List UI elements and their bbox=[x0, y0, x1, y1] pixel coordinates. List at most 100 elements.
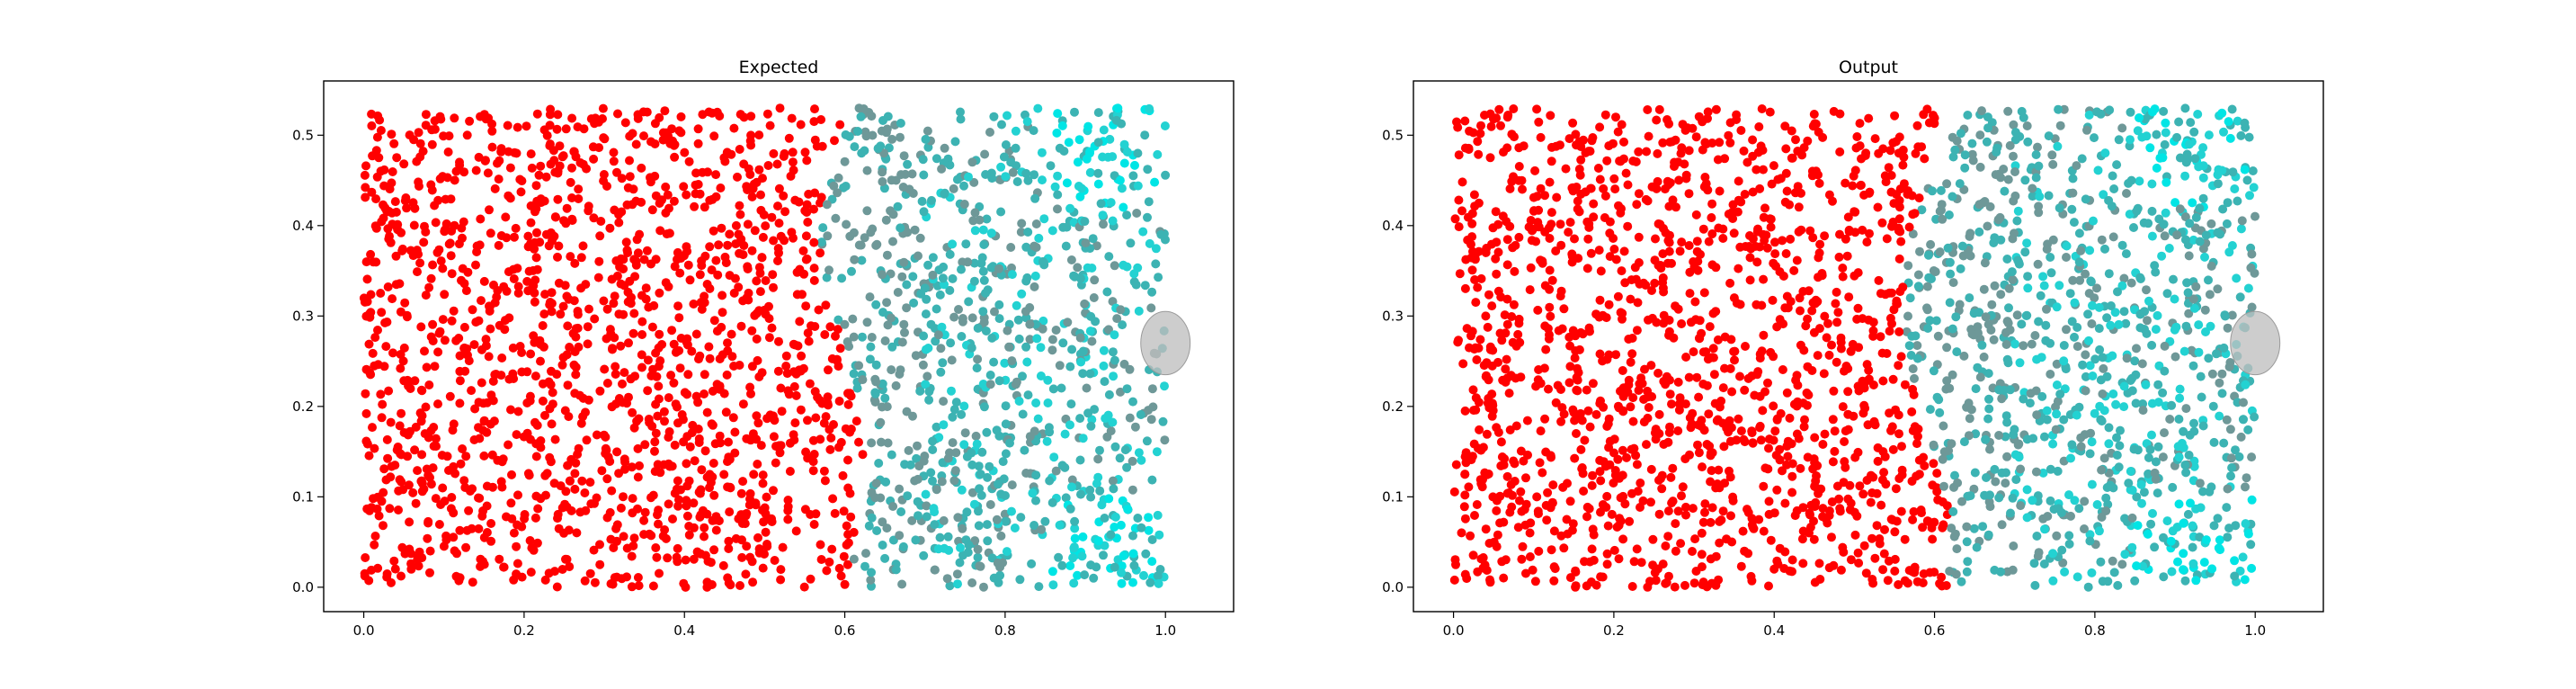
data-point bbox=[747, 327, 756, 336]
data-point bbox=[1844, 292, 1853, 301]
data-point bbox=[1094, 536, 1103, 545]
data-point bbox=[1984, 395, 1993, 404]
data-point bbox=[2064, 531, 2073, 540]
data-point bbox=[610, 333, 619, 342]
data-point bbox=[448, 269, 457, 278]
data-point bbox=[1758, 406, 1767, 415]
data-point bbox=[878, 541, 887, 550]
data-point bbox=[926, 468, 935, 477]
data-point bbox=[2201, 327, 2210, 336]
data-point bbox=[1799, 527, 1808, 536]
data-point bbox=[859, 450, 868, 459]
data-point bbox=[1852, 132, 1861, 141]
data-point bbox=[661, 209, 670, 218]
data-point bbox=[1704, 409, 1713, 418]
data-point bbox=[1903, 312, 1912, 321]
data-point bbox=[1628, 582, 1637, 591]
data-point bbox=[1706, 478, 1715, 487]
data-point bbox=[2068, 189, 2077, 198]
data-point bbox=[853, 384, 862, 393]
data-point bbox=[1086, 168, 1095, 177]
data-point bbox=[914, 511, 923, 520]
data-point bbox=[2250, 183, 2259, 192]
data-point bbox=[1850, 172, 1858, 181]
data-point bbox=[480, 416, 489, 425]
data-point bbox=[1472, 355, 1481, 364]
data-point bbox=[628, 582, 637, 591]
data-point bbox=[964, 548, 973, 557]
data-point bbox=[2119, 402, 2128, 411]
data-point bbox=[852, 416, 861, 425]
data-point bbox=[1692, 373, 1701, 382]
data-point bbox=[1507, 371, 1516, 380]
data-point bbox=[634, 444, 643, 453]
data-point bbox=[1065, 420, 1074, 429]
data-point bbox=[714, 240, 723, 249]
data-point bbox=[2199, 422, 2208, 431]
data-point bbox=[1056, 361, 1065, 370]
data-point bbox=[1760, 527, 1769, 536]
data-point bbox=[1714, 224, 1723, 233]
data-point bbox=[914, 252, 923, 261]
data-point bbox=[433, 196, 442, 205]
data-point bbox=[867, 568, 876, 577]
data-point bbox=[2047, 268, 2056, 277]
data-point bbox=[488, 143, 497, 152]
data-point bbox=[1122, 210, 1131, 219]
data-point bbox=[949, 313, 958, 322]
data-point bbox=[872, 526, 881, 535]
data-point bbox=[903, 160, 912, 169]
data-point bbox=[1759, 275, 1768, 284]
data-point bbox=[805, 337, 814, 346]
data-point bbox=[1761, 230, 1770, 239]
data-point bbox=[2237, 433, 2246, 442]
data-point bbox=[1485, 576, 1494, 585]
data-point bbox=[1729, 201, 1738, 210]
data-point bbox=[1075, 192, 1084, 201]
data-point bbox=[598, 114, 607, 123]
data-point bbox=[983, 473, 992, 482]
data-point bbox=[2055, 281, 2063, 290]
data-point bbox=[562, 124, 571, 133]
data-point bbox=[2242, 519, 2251, 528]
data-point bbox=[660, 106, 669, 115]
data-point bbox=[717, 323, 726, 332]
y-tick-label: 0.1 bbox=[292, 488, 314, 505]
data-point bbox=[850, 555, 859, 564]
data-point bbox=[1494, 247, 1503, 256]
data-point bbox=[403, 452, 412, 461]
data-point bbox=[970, 277, 979, 286]
data-point bbox=[361, 569, 370, 578]
data-point bbox=[1136, 523, 1145, 532]
data-point bbox=[1787, 439, 1796, 448]
data-point bbox=[967, 578, 976, 587]
data-point bbox=[1014, 316, 1023, 325]
data-point bbox=[866, 343, 875, 352]
data-point bbox=[393, 445, 402, 454]
data-point bbox=[545, 453, 554, 462]
data-point bbox=[1841, 426, 1850, 435]
data-point bbox=[458, 234, 467, 243]
data-point bbox=[1079, 347, 1088, 356]
data-point bbox=[1651, 235, 1660, 244]
data-point bbox=[2023, 513, 2032, 522]
data-point bbox=[526, 350, 535, 359]
data-point bbox=[958, 486, 967, 495]
data-point bbox=[1515, 162, 1524, 171]
data-point bbox=[1665, 316, 1674, 325]
data-point bbox=[1933, 393, 1942, 402]
data-point bbox=[1101, 377, 1110, 386]
data-point bbox=[944, 532, 953, 541]
data-point bbox=[1037, 343, 1046, 352]
data-point bbox=[1903, 186, 1912, 195]
data-point bbox=[2070, 496, 2079, 505]
data-point bbox=[388, 294, 397, 303]
data-point bbox=[483, 398, 492, 407]
data-point bbox=[682, 242, 691, 251]
data-point bbox=[2062, 253, 2071, 262]
data-point bbox=[1534, 118, 1543, 127]
data-point bbox=[1643, 583, 1652, 592]
data-point bbox=[2003, 107, 2012, 116]
data-point bbox=[495, 241, 504, 250]
data-point bbox=[2202, 231, 2211, 240]
